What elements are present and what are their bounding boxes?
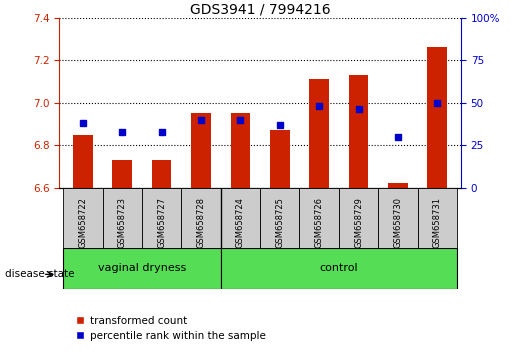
Bar [427, 47, 447, 188]
Bar [112, 160, 132, 188]
Bar [152, 160, 171, 188]
Bar [191, 113, 211, 188]
Bar [349, 75, 368, 188]
Bar [310, 79, 329, 188]
Text: GSM658725: GSM658725 [275, 197, 284, 247]
Text: GSM658722: GSM658722 [78, 197, 88, 247]
Bar [102, 188, 142, 248]
Bar [63, 188, 102, 248]
Bar [388, 183, 408, 188]
Text: GSM658730: GSM658730 [393, 197, 402, 248]
Text: GSM658724: GSM658724 [236, 197, 245, 247]
Bar [418, 188, 457, 248]
Bar [142, 188, 181, 248]
Title: GDS3941 / 7994216: GDS3941 / 7994216 [190, 2, 331, 17]
Bar [221, 248, 457, 289]
Bar [221, 188, 260, 248]
Text: GSM658726: GSM658726 [315, 197, 323, 248]
Text: GSM658729: GSM658729 [354, 197, 363, 247]
Bar [260, 188, 299, 248]
Bar [299, 188, 339, 248]
Text: GSM658727: GSM658727 [157, 197, 166, 248]
Bar [73, 135, 93, 188]
Text: GSM658723: GSM658723 [118, 197, 127, 248]
Bar [181, 188, 221, 248]
Text: control: control [319, 263, 358, 273]
Text: GSM658728: GSM658728 [197, 197, 205, 248]
Legend: transformed count, percentile rank within the sample: transformed count, percentile rank withi… [72, 312, 270, 345]
Bar [378, 188, 418, 248]
Bar [339, 188, 378, 248]
Bar [63, 248, 221, 289]
Bar [231, 113, 250, 188]
Text: GSM658731: GSM658731 [433, 197, 442, 248]
Text: vaginal dryness: vaginal dryness [98, 263, 186, 273]
Bar [270, 130, 289, 188]
Text: disease state: disease state [5, 269, 75, 279]
